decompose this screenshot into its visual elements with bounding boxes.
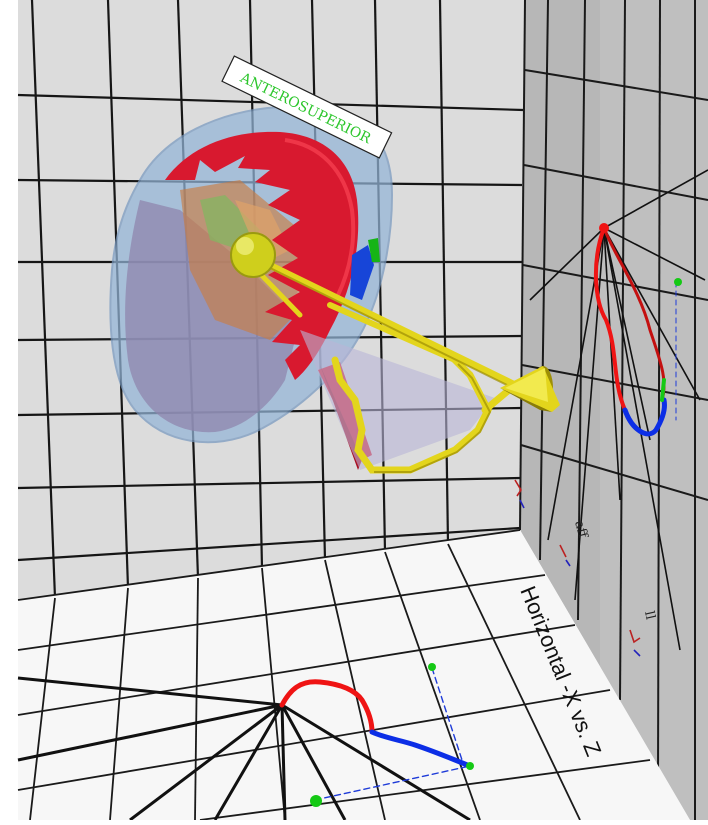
yellow-sphere xyxy=(231,233,275,277)
